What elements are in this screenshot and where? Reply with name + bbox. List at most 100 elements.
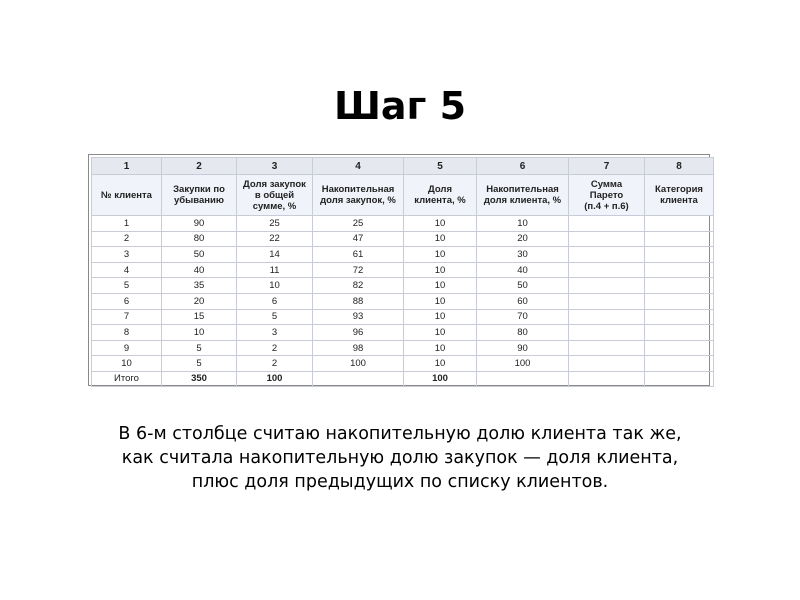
table-row: 4 40 11 72 10 40: [91, 261, 714, 279]
column-header: Накопительная доля клиента, %: [476, 174, 569, 216]
table-row: 1 90 25 25 10 10: [91, 215, 714, 232]
total-cell: [568, 370, 645, 387]
table-cell: 96: [312, 324, 404, 341]
column-number: 4: [312, 157, 404, 175]
table-cell: 82: [312, 277, 404, 294]
caption-line: В 6-м столбце считаю накопительную долю …: [118, 424, 682, 444]
table-cell: 50: [161, 246, 237, 263]
column-header-line: (п.4 + п.6): [584, 200, 629, 212]
table-cell: 3: [236, 324, 313, 341]
table-cell: 40: [161, 261, 237, 279]
table-row: 5 35 10 82 10 50: [91, 277, 714, 294]
table-cell: 8: [91, 324, 162, 341]
table-cell: 80: [161, 230, 237, 248]
column-header-line: Сумма: [590, 178, 623, 190]
table-cell: [644, 261, 714, 279]
table-cell: [568, 261, 645, 279]
table-cell: 30: [476, 246, 569, 263]
table-cell: [644, 308, 714, 326]
column-number: 2: [161, 157, 237, 175]
table-row: 3 50 14 61 10 30: [91, 246, 714, 263]
table-cell: 61: [312, 246, 404, 263]
table-cell: 88: [312, 292, 404, 310]
column-header: Доля закупок в общей сумме, %: [236, 174, 313, 216]
table-cell: 2: [236, 355, 313, 372]
column-header-line: Накопительная: [321, 184, 395, 195]
table-cell: 10: [161, 324, 237, 341]
table-cell: [644, 230, 714, 248]
column-number: 8: [644, 157, 714, 175]
column-header: Доля клиента, %: [403, 174, 477, 216]
table-cell: 14: [236, 246, 313, 263]
table-cell: [568, 292, 645, 310]
column-number: 1: [91, 157, 162, 175]
data-table-frame: 1 2 3 4 5 6 7 8 № клиента Закупки по убыва…: [88, 154, 714, 387]
column-header-line: убыванию: [174, 195, 224, 206]
table-cell: 70: [476, 308, 569, 326]
table-cell: [644, 246, 714, 263]
table-cell: 10: [403, 324, 477, 341]
table-row: 7 15 5 93 10 70: [91, 308, 714, 326]
table-cell: 2: [236, 339, 313, 357]
column-header-line: клиента: [660, 195, 698, 206]
column-header-line: Доля закупок: [243, 178, 306, 190]
table-cell: 100: [312, 355, 404, 372]
table-cell: 25: [236, 215, 313, 232]
table-cell: 4: [91, 261, 162, 279]
table-cell: 1: [91, 215, 162, 232]
table-row: 8 10 3 96 10 80: [91, 324, 714, 341]
table-cell: [644, 324, 714, 341]
table-cell: 35: [161, 277, 237, 294]
total-cell: [476, 370, 569, 387]
table-cell: [568, 277, 645, 294]
table-cell: 98: [312, 339, 404, 357]
caption-line: как считала накопительную долю закупок —…: [121, 448, 679, 468]
table-cell: [644, 339, 714, 357]
column-header-line: клиента, %: [414, 195, 466, 206]
table-cell: 20: [161, 292, 237, 310]
column-header-line: Категория: [655, 184, 703, 195]
total-cell: [644, 370, 714, 387]
table-cell: 6: [91, 292, 162, 310]
column-number: 7: [568, 157, 645, 175]
table-cell: 60: [476, 292, 569, 310]
table-cell: 10: [403, 339, 477, 357]
column-header-line: Закупки по: [173, 184, 225, 195]
column-header-line: доля закупок, %: [320, 195, 396, 206]
table-cell: 10: [403, 215, 477, 232]
column-header-row: № клиента Закупки по убыванию Доля закупок в…: [91, 174, 714, 216]
table-cell: 80: [476, 324, 569, 341]
column-header: № клиента: [91, 174, 162, 216]
column-header-line: № клиента: [101, 189, 152, 201]
table-cell: 93: [312, 308, 404, 326]
table-cell: 20: [476, 230, 569, 248]
column-header: Категория клиента: [644, 174, 714, 216]
table-row: 2 80 22 47 10 20: [91, 230, 714, 248]
table-cell: 10: [403, 355, 477, 372]
table-cell: 6: [236, 292, 313, 310]
table-body: 1 90 25 25 10 10 2 80 22 47 10 20 3 50 14 61 10 30 4 40 11 72…: [91, 215, 714, 387]
column-number-row: 1 2 3 4 5 6 7 8: [91, 157, 714, 175]
table-cell: 15: [161, 308, 237, 326]
table-cell: 10: [403, 308, 477, 326]
table-cell: 5: [161, 355, 237, 372]
table-cell: 5: [236, 308, 313, 326]
column-number: 3: [236, 157, 313, 175]
table-cell: 10: [403, 230, 477, 248]
table-cell: [644, 292, 714, 310]
table-cell: 10: [236, 277, 313, 294]
table-row: 10 5 2 100 10 100: [91, 355, 714, 372]
slide-title: Шаг 5: [333, 84, 467, 128]
table-row: 9 5 2 98 10 90: [91, 339, 714, 357]
table-cell: 3: [91, 246, 162, 263]
column-header-line: Доля: [427, 184, 453, 195]
table-cell: 22: [236, 230, 313, 248]
table-cell: 5: [91, 277, 162, 294]
column-number: 6: [476, 157, 569, 175]
column-header-line: доля клиента, %: [483, 195, 562, 206]
table-cell: 10: [91, 355, 162, 372]
table-cell: 10: [403, 261, 477, 279]
table-cell: 10: [403, 246, 477, 263]
table-cell: 2: [91, 230, 162, 248]
table-cell: [568, 215, 645, 232]
